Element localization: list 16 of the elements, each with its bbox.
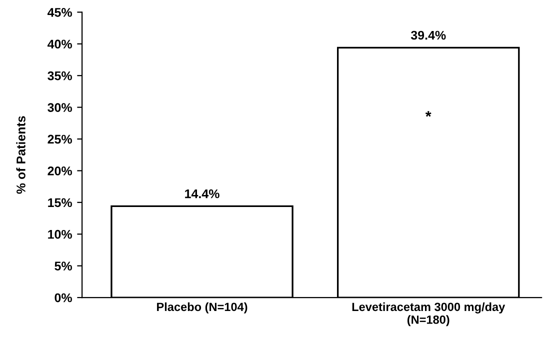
y-tick-label: 0% [54,293,72,302]
x-tick-label: Placebo (N=104) [157,302,248,314]
y-axis-title: % of Patients [16,116,26,194]
data-label: 39.4% [410,30,446,40]
y-tick-label: 10% [48,230,72,239]
y-tick-label: 45% [48,8,72,17]
y-tick-label: 15% [48,198,72,208]
y-tick-label: 30% [48,103,72,112]
data-label: 14.4% [185,189,220,198]
annotation: * [425,111,432,117]
y-tick-label: 40% [48,40,72,49]
x-tick-label: Levetiracetam 3000 mg/day (N=180) [352,302,506,326]
y-tick-label: 5% [54,262,72,270]
y-tick-label: 35% [48,71,72,80]
y-tick-label: 25% [48,134,72,144]
y-tick-label: 20% [48,166,72,176]
